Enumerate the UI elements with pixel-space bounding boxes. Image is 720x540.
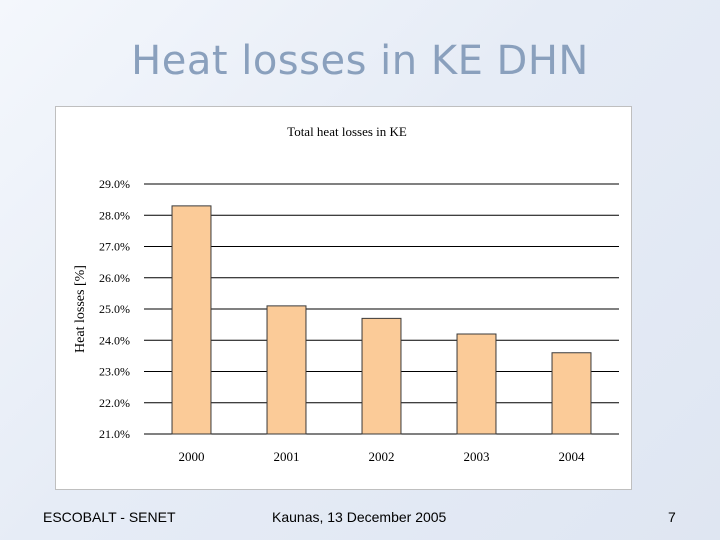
chart-title: Total heat losses in KE <box>287 124 407 139</box>
x-tick-label: 2003 <box>464 449 490 464</box>
chart-frame: Total heat losses in KE 21.0% 22.0% 23.0% 2… <box>55 106 632 490</box>
y-tick-label: 26.0% <box>99 271 130 285</box>
page-number: 7 <box>668 509 676 525</box>
y-tick-label: 28.0% <box>99 208 130 222</box>
bars <box>171 205 592 435</box>
x-tick-label: 2001 <box>274 449 300 464</box>
footer-organization: ESCOBALT - SENET <box>43 509 176 525</box>
y-tick-label: 21.0% <box>99 427 130 441</box>
y-tick-label: 24.0% <box>99 333 130 347</box>
y-axis-label: Heat losses [%] <box>73 265 88 353</box>
bar-2002 <box>361 317 402 435</box>
x-tick-labels: 2000 2001 2002 2003 2004 <box>179 449 586 464</box>
bar-chart: Total heat losses in KE 21.0%22.0%23.0%2… <box>73 124 619 464</box>
y-tick-label: 23.0% <box>99 365 130 379</box>
bar-2003 <box>456 333 497 435</box>
y-tick-label: 29.0% <box>99 177 130 191</box>
y-tick-label: 22.0% <box>99 396 130 410</box>
x-tick-label: 2004 <box>559 449 586 464</box>
bar-2001 <box>266 305 307 435</box>
footer-date: Kaunas, 13 December 2005 <box>272 509 447 525</box>
x-tick-label: 2002 <box>369 449 395 464</box>
x-tick-label: 2000 <box>179 449 205 464</box>
bar-2004 <box>551 352 592 435</box>
gridlines <box>144 183 619 435</box>
slide-title: Heat losses in KE DHN <box>131 38 589 84</box>
y-tick-label: 27.0% <box>99 240 130 254</box>
bar-2000 <box>171 205 212 435</box>
y-tick-label: 25.0% <box>99 302 130 316</box>
y-tick-labels: 21.0% 22.0% 23.0% 24.0% 25.0% 26.0% 27.0% 28.0%… <box>99 177 130 441</box>
